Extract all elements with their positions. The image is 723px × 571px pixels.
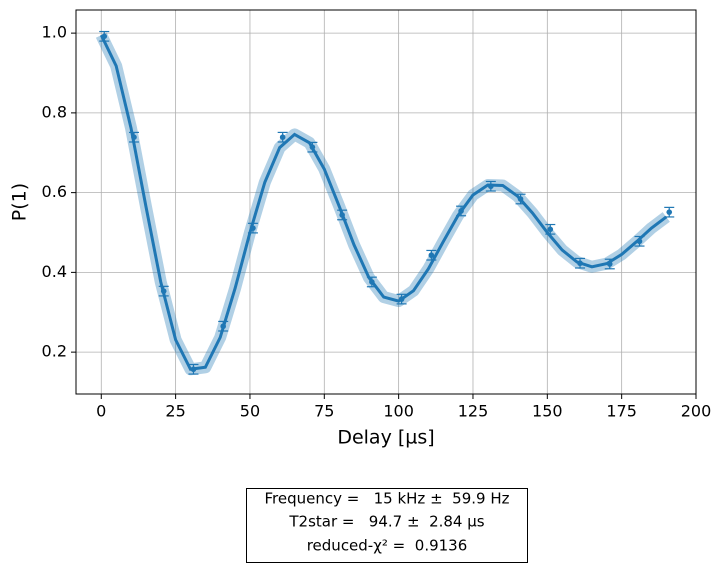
x-tick-label: 150 xyxy=(532,402,563,421)
data-point xyxy=(488,183,494,190)
x-tick-label: 100 xyxy=(383,402,414,421)
x-tick-label: 0 xyxy=(96,402,106,421)
data-point xyxy=(339,212,345,218)
data-point xyxy=(190,366,197,373)
x-tick-label: 75 xyxy=(314,402,334,421)
y-tick-label: 0.6 xyxy=(42,182,67,201)
data-point xyxy=(220,323,226,330)
data-point xyxy=(577,260,583,267)
data-point xyxy=(160,288,167,294)
annotation-box xyxy=(246,488,528,563)
annotation: T2star = 94.7 ± 2.84 µs xyxy=(288,513,484,531)
x-tick-label: 175 xyxy=(606,402,637,421)
x-tick-label: 25 xyxy=(165,402,185,421)
data-point xyxy=(369,279,375,285)
y-tick-label: 1.0 xyxy=(42,23,67,42)
annotation: Frequency = 15 kHz ± 59.9 Hz xyxy=(264,490,509,508)
data-point xyxy=(398,296,405,302)
x-axis-label: Delay [µs] xyxy=(337,427,434,449)
x-tick-label: 125 xyxy=(458,402,489,421)
data-point xyxy=(517,196,524,202)
data-point xyxy=(547,226,554,233)
data-point xyxy=(309,144,316,150)
x-tick-label: 50 xyxy=(240,402,260,421)
data-point xyxy=(250,225,256,231)
data-point xyxy=(606,261,613,267)
annotation: reduced-χ² = 0.9136 xyxy=(307,537,468,555)
data-point xyxy=(458,208,464,214)
y-axis-label: P(1) xyxy=(9,183,31,221)
fit-band xyxy=(95,32,670,376)
data-point xyxy=(666,209,673,215)
data-point xyxy=(636,238,643,245)
data-point xyxy=(279,134,286,141)
x-tick-label: 200 xyxy=(681,402,712,421)
y-tick-label: 0.8 xyxy=(42,102,67,121)
data-point xyxy=(131,134,137,141)
data-point xyxy=(428,252,435,259)
y-tick-label: 0.2 xyxy=(42,342,67,361)
fit-line xyxy=(99,34,668,371)
plot-frame xyxy=(75,9,697,395)
data-point xyxy=(101,33,108,40)
y-tick-label: 0.4 xyxy=(42,262,67,281)
